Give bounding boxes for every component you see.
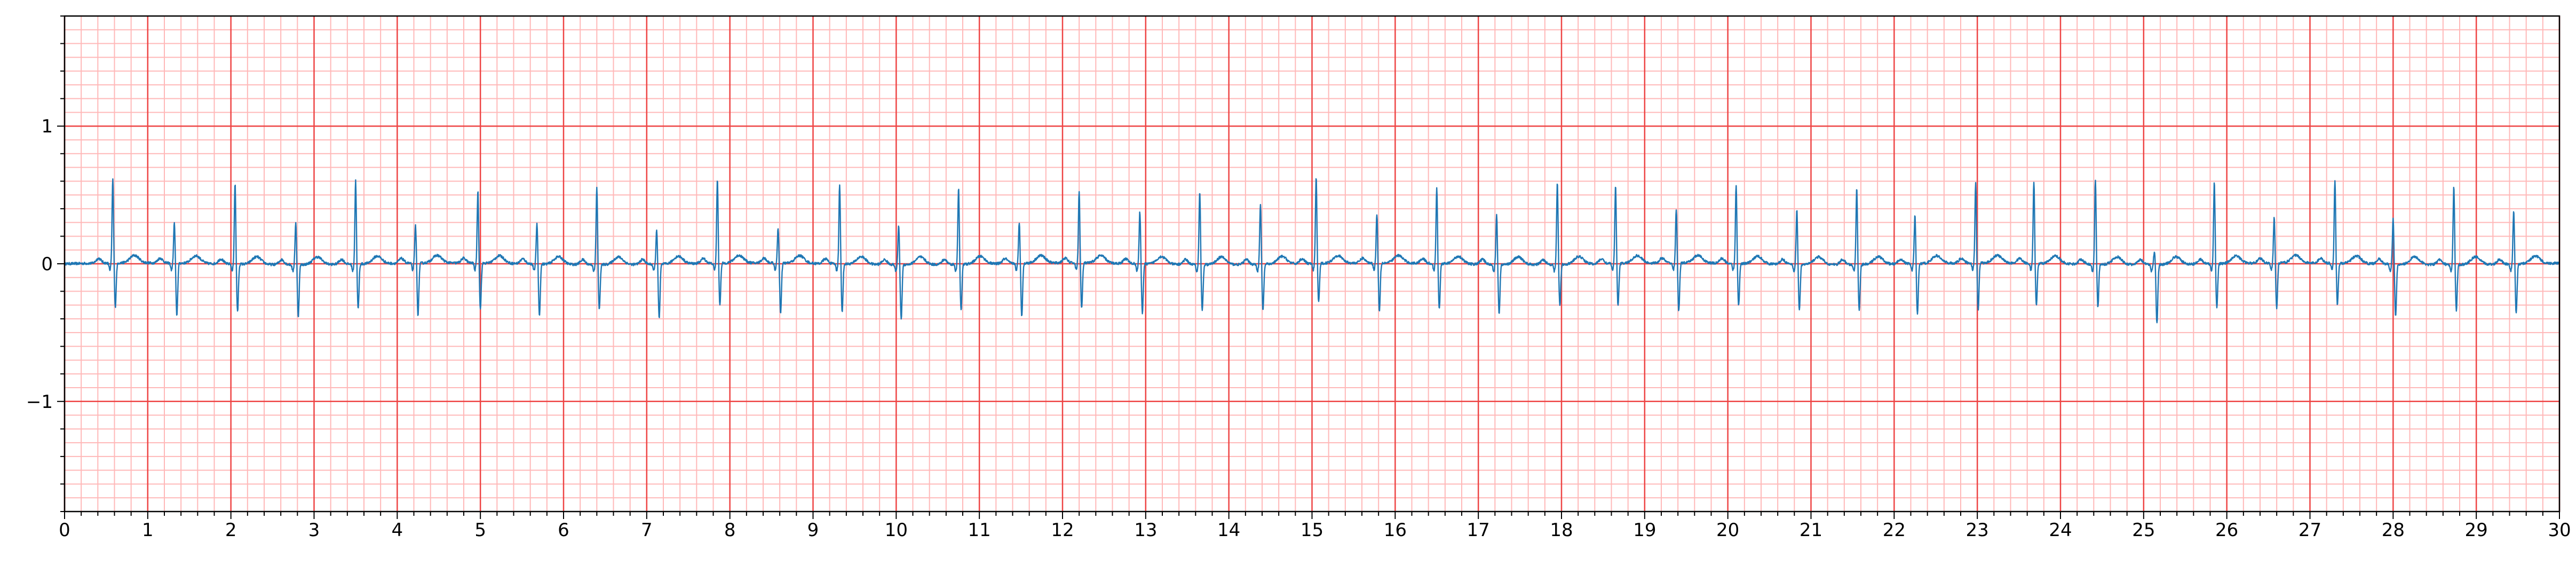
x-tick-label: 1: [142, 520, 154, 541]
x-tick-label: 14: [1217, 520, 1240, 541]
x-tick-label: 2: [225, 520, 237, 541]
x-tick-label: 9: [807, 520, 819, 541]
y-tick-label: 0: [41, 254, 53, 275]
x-tick-label: 13: [1134, 520, 1157, 541]
x-tick-label: 10: [885, 520, 908, 541]
x-tick-label: 5: [474, 520, 486, 541]
x-tick-label: 28: [2382, 520, 2405, 541]
x-tick-label: 20: [1716, 520, 1739, 541]
y-tick-label: 1: [41, 116, 53, 137]
x-tick-label: 29: [2465, 520, 2488, 541]
x-tick-label: 18: [1550, 520, 1573, 541]
x-tick-label: 21: [1800, 520, 1822, 541]
x-tick-label: 6: [558, 520, 569, 541]
x-tick-label: 19: [1633, 520, 1656, 541]
x-tick-label: 7: [641, 520, 653, 541]
x-tick-label: 17: [1467, 520, 1490, 541]
x-tick-label: 12: [1051, 520, 1074, 541]
x-tick-label: 16: [1384, 520, 1407, 541]
x-tick-label: 0: [59, 520, 70, 541]
x-tick-label: 27: [2298, 520, 2321, 541]
y-tick-label: −1: [26, 391, 53, 413]
x-tick-label: 22: [1883, 520, 1906, 541]
x-tick-label: 15: [1301, 520, 1323, 541]
x-tick-label: 26: [2215, 520, 2238, 541]
x-tick-label: 3: [308, 520, 320, 541]
x-tick-label: 30: [2548, 520, 2571, 541]
x-tick-label: 11: [968, 520, 991, 541]
x-tick-label: 4: [392, 520, 403, 541]
x-tick-label: 8: [724, 520, 736, 541]
x-tick-label: 24: [2049, 520, 2072, 541]
x-tick-label: 25: [2132, 520, 2155, 541]
x-tick-label: 23: [1966, 520, 1989, 541]
